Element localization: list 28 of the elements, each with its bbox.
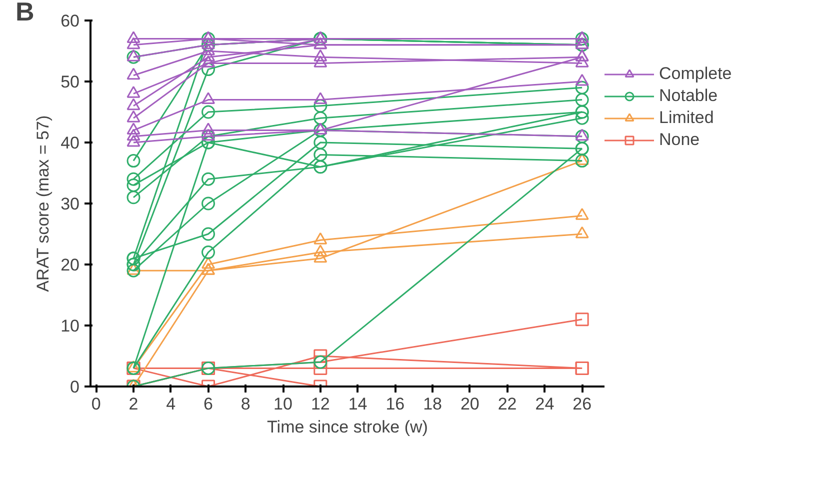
y-tick-label: 20 — [60, 256, 80, 274]
y-tick-label: 60 — [60, 12, 80, 30]
y-tick-label: 10 — [60, 316, 80, 336]
x-tick-label: 24 — [535, 394, 554, 414]
x-tick-label: 26 — [572, 394, 592, 414]
x-tick-label: 2 — [128, 394, 138, 414]
x-tick-label: 0 — [91, 394, 101, 414]
legend-label: None — [659, 130, 700, 150]
x-tick-label: 22 — [498, 394, 517, 414]
x-tick-label: 16 — [386, 394, 405, 414]
x-tick-label: 14 — [348, 394, 368, 414]
legend-label: Notable — [659, 86, 718, 106]
y-tick-label: 40 — [60, 134, 80, 152]
x-tick-label: 8 — [240, 394, 250, 414]
y-axis-title: ARAT score (max = 57) — [34, 115, 53, 292]
x-axis-title: Time since stroke (w) — [267, 418, 428, 436]
x-tick-label: 10 — [274, 394, 292, 414]
y-tick-label: 30 — [60, 194, 80, 214]
y-tick-label: 50 — [60, 72, 80, 92]
legend-label: Complete — [659, 64, 732, 84]
y-tick-label: 0 — [70, 378, 80, 396]
legend-label: Limited — [659, 108, 714, 128]
x-tick-label: 4 — [166, 394, 176, 414]
x-tick-label: 20 — [460, 394, 480, 414]
x-tick-label: 12 — [310, 394, 330, 414]
x-tick-label: 6 — [204, 394, 213, 414]
x-tick-label: 18 — [423, 394, 442, 414]
text: B — [16, 0, 34, 26]
